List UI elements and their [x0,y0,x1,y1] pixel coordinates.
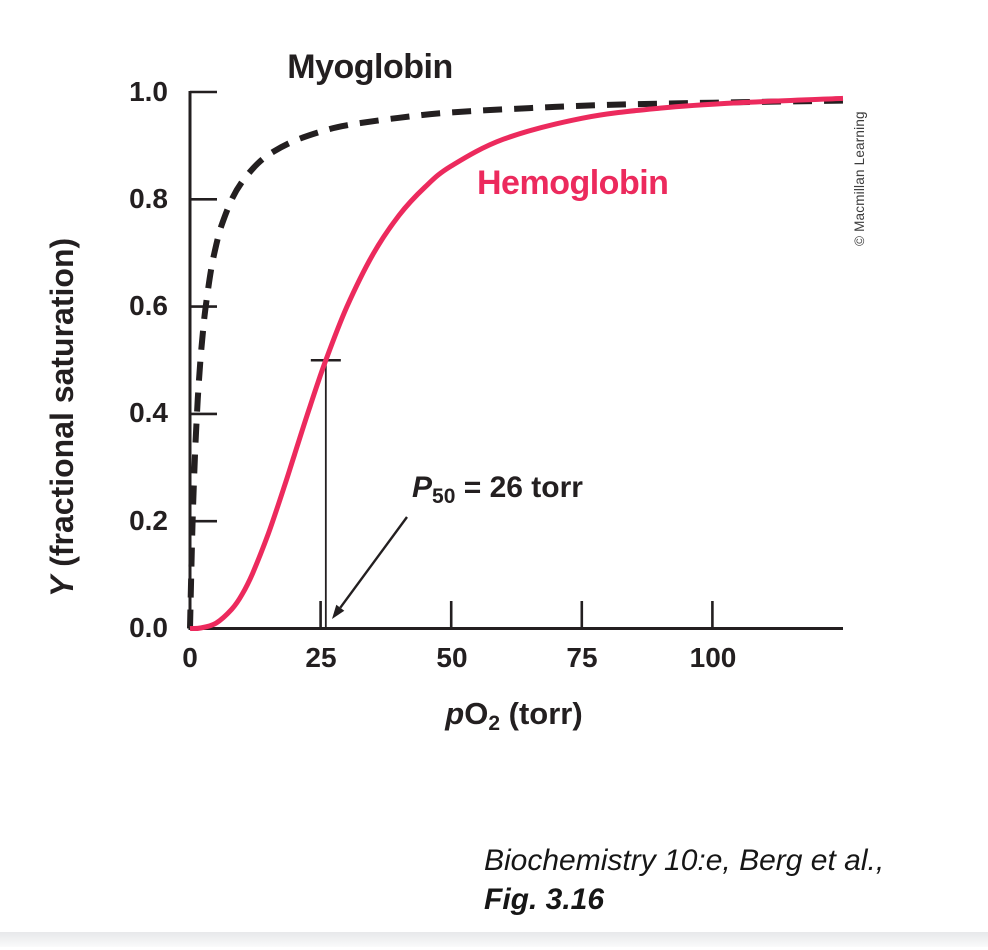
y-axis-title-rest: (fractional saturation) [44,237,80,576]
caption-line-1: Biochemistry 10:e, Berg et al., [484,844,885,877]
y-tick-label: 0.8 [129,183,168,214]
p50-value: = 26 torr [455,471,583,504]
hemoglobin-curve [189,95,844,632]
copyright-notice: © Macmillan Learning [852,111,867,246]
x-tick-label: 25 [305,642,337,673]
p50-arrowhead-icon [332,604,345,619]
y-axis-title-y: Y [44,575,80,597]
x-axis-title-sub: 2 [488,712,501,735]
y-tick-label: 0.4 [129,397,168,428]
y-tick-label: 0.2 [129,505,168,536]
x-tick-label: 100 [689,642,737,673]
x-axis-title-unit: (torr) [500,696,583,731]
p50-subscript: 50 [432,485,456,508]
y-tick-label: 1.0 [129,76,168,107]
y-axis-title: Y (fractional saturation) [44,238,81,597]
y-tick-label: 0.0 [129,612,168,643]
x-tick-label: 0 [182,642,198,673]
hemoglobin-curve-label: Hemoglobin [477,164,669,202]
x-axis-title-o: O [464,696,489,731]
y-tick-label: 0.6 [129,290,168,321]
x-axis-title-p: p [445,696,465,731]
p50-annotation: P50 = 26 torr [412,471,583,508]
x-tick-label: 75 [566,642,598,673]
bottom-strip [0,932,988,947]
caption-line-2: Fig. 3.16 [484,883,605,916]
myoglobin-curve [187,97,844,629]
p50-symbol: P [412,471,433,504]
x-tick-label: 50 [436,642,468,673]
myoglobin-curve-label: Myoglobin [287,48,453,86]
x-axis-title: pO2 (torr) [414,696,614,735]
p50-arrow-shaft [339,516,408,609]
figure-caption: Biochemistry 10:e, Berg et al., Fig. 3.1… [484,841,884,919]
